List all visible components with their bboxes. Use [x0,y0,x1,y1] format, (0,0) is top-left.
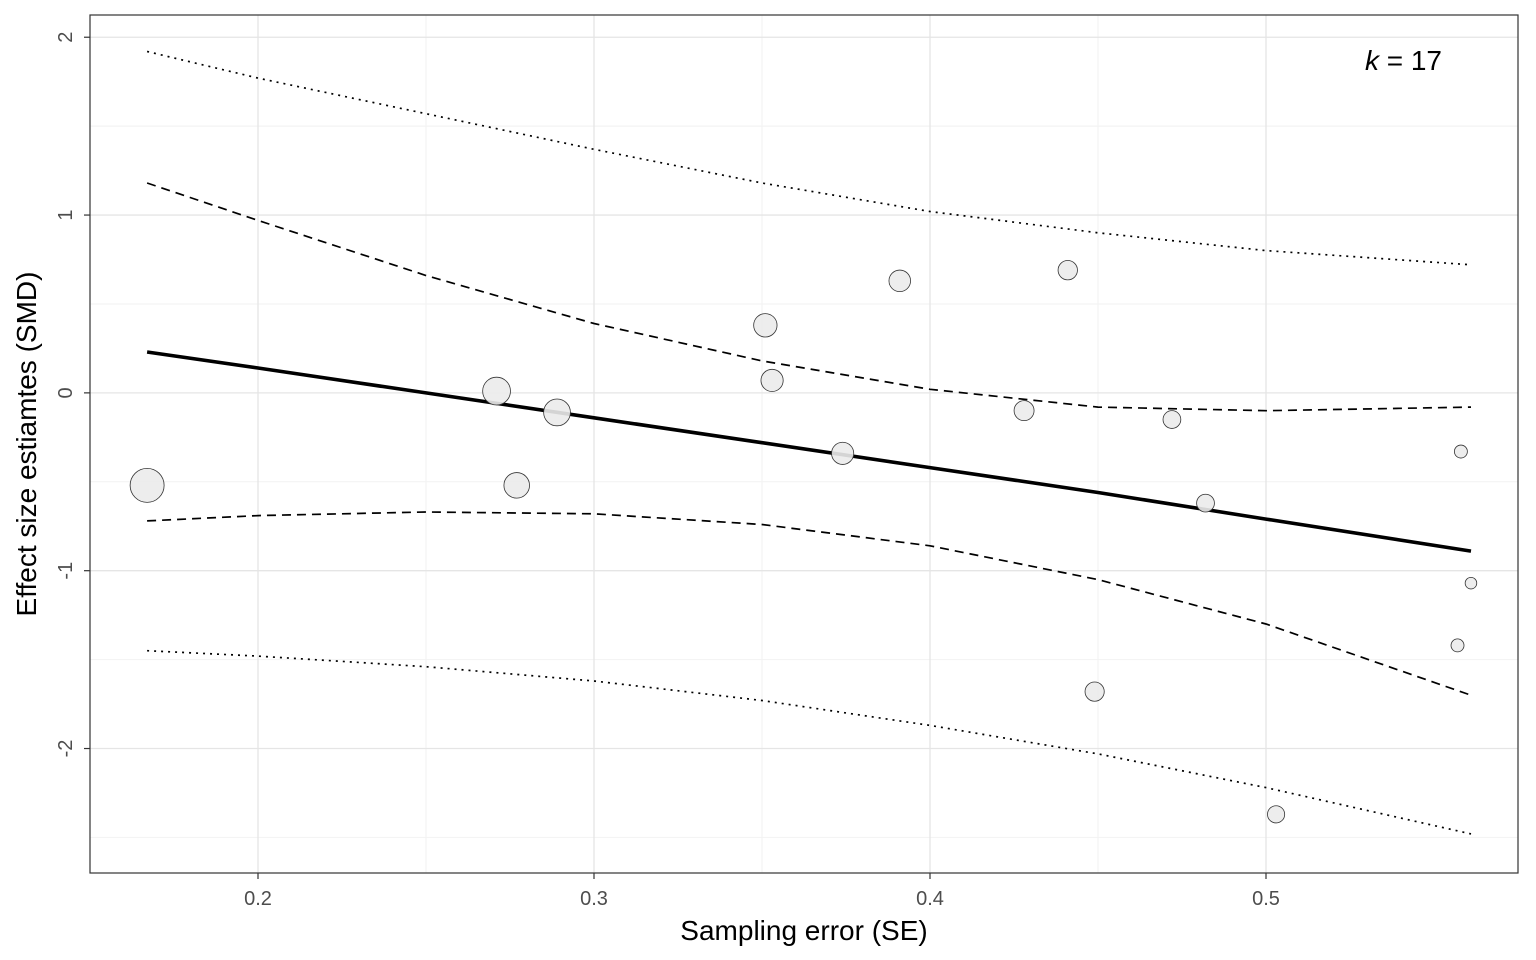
plot-border [89,14,1519,874]
k-annotation-italic: k [1365,45,1381,76]
plot-background [90,15,1518,873]
data-point [543,398,571,427]
confidence-bounds [146,50,1472,835]
dashed-bound-lower [147,511,1472,697]
x-axis: 0.2 0.3 0.4 0.5 [244,873,1280,910]
data-point [1464,576,1478,590]
y-tick-label: -2 [55,740,77,758]
study-points [129,260,1478,824]
data-point [1084,681,1105,702]
data-point [503,472,530,499]
dotted-bound-lower [147,649,1472,835]
x-tick-label: 0.3 [580,888,608,910]
data-point [1013,400,1035,422]
data-point [831,441,855,465]
data-point [760,368,784,392]
y-tick-label: 1 [55,209,77,220]
x-axis-title: Sampling error (SE) [680,915,927,946]
x-tick-label: 0.2 [244,888,272,910]
data-point [1057,260,1078,281]
x-tick-label: 0.4 [916,888,944,910]
k-annotation-value: = 17 [1379,45,1442,76]
y-tick-label: -1 [55,562,77,580]
y-axis-title: Effect size estiamtes (SMD) [11,272,42,617]
data-point [888,269,911,293]
y-tick-label: 0 [55,387,77,398]
x-tick-label: 0.5 [1252,888,1280,910]
grid-lines [90,15,1518,873]
data-point [482,376,511,406]
y-tick-label: 2 [55,32,77,43]
data-point [1267,805,1286,824]
y-axis: -2 -1 0 1 2 [55,32,90,758]
data-point [753,313,778,338]
data-point [1450,638,1465,653]
data-point [129,467,165,503]
k-annotation: k = 17 [1365,45,1442,76]
data-point [1453,444,1468,459]
data-point [1162,410,1182,429]
data-point [1196,493,1215,513]
